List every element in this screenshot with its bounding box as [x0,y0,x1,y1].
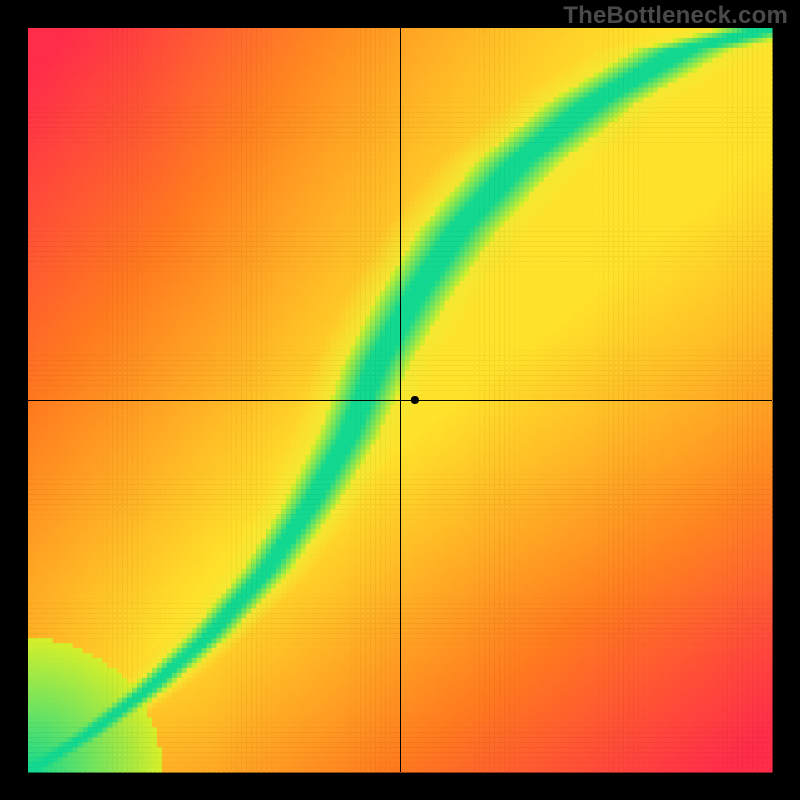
bottleneck-heatmap [0,0,800,800]
chart-frame: TheBottleneck.com [0,0,800,800]
watermark-text: TheBottleneck.com [563,2,788,30]
